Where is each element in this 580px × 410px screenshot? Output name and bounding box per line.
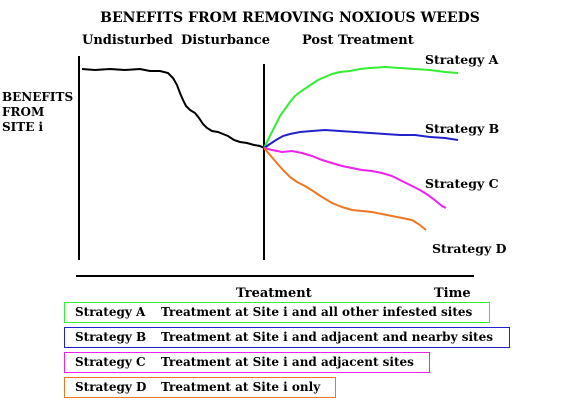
strategy-c-label: Strategy C: [425, 176, 499, 191]
legend-strategy-d-code: Strategy D: [75, 380, 147, 394]
y-axis-label: BENEFITS FROM SITE i: [2, 90, 82, 135]
legend-strategy-a-code: Strategy A: [75, 305, 146, 319]
legend-strategy-c-code: Strategy C: [75, 355, 146, 369]
strategy-a-curve: [263, 65, 459, 149]
strategy-d-label: Strategy D: [432, 241, 507, 256]
strategy-c-curve: [263, 147, 447, 209]
legend-strategy-b-code: Strategy B: [75, 330, 147, 344]
pre-treatment-curve: [81, 67, 265, 149]
legend-strategy-b-text: Treatment at Site i and adjacent and nea…: [161, 330, 493, 344]
y-label-line-3: SITE i: [2, 120, 44, 134]
phase-label-disturbance: Disturbance: [181, 33, 270, 48]
legend-strategy-a-text: Treatment at Site i and all other infest…: [161, 305, 473, 319]
legend-strategy-d: Strategy D Treatment at Site i only: [64, 377, 336, 398]
strategy-d-curve: [263, 147, 427, 231]
time-axis-label: Time: [434, 286, 471, 301]
y-label-line-2: FROM: [2, 105, 45, 119]
diagram-title: BENEFITS FROM REMOVING NOXIOUS WEEDS: [100, 10, 480, 26]
strategy-a-label: Strategy A: [425, 52, 499, 67]
phase-label-undisturbed: Undisturbed: [82, 33, 173, 48]
legend-strategy-d-text: Treatment at Site i only: [161, 380, 321, 394]
legend-strategy-a: Strategy A Treatment at Site i and all ot…: [64, 302, 490, 323]
strategy-b-label: Strategy B: [425, 121, 500, 136]
legend-strategy-c: Strategy C Treatment at Site i and adjace…: [64, 352, 430, 373]
treatment-axis-label: Treatment: [236, 286, 312, 301]
legend-strategy-b: Strategy B Treatment at Site i and adjace…: [64, 327, 510, 348]
strategy-b-curve: [263, 128, 459, 149]
y-label-line-1: BENEFITS: [2, 90, 74, 104]
phase-label-post-treatment: Post Treatment: [302, 33, 414, 48]
legend-strategy-c-text: Treatment at Site i and adjacent sites: [161, 355, 414, 369]
